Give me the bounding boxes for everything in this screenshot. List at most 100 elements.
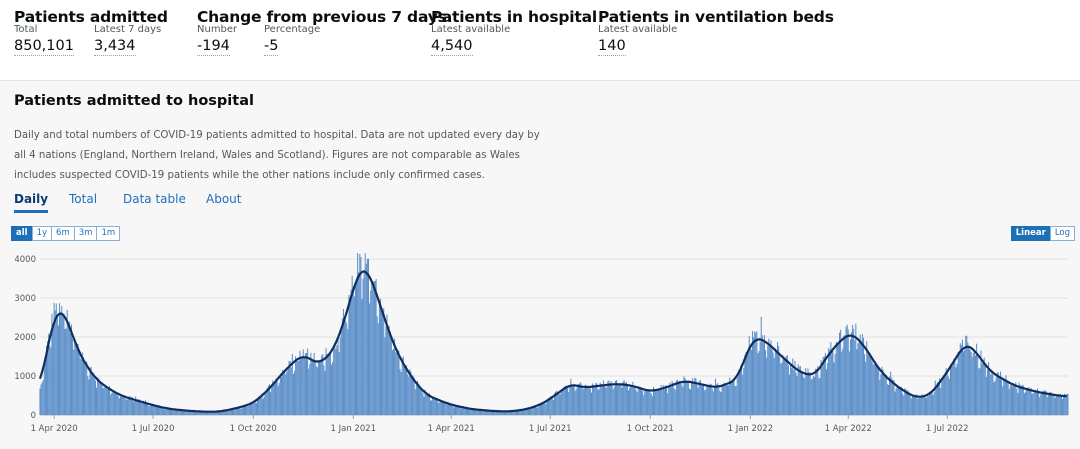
daily-bar xyxy=(153,405,155,415)
daily-bar xyxy=(810,379,812,415)
daily-bar xyxy=(836,344,838,415)
daily-bar xyxy=(410,371,412,415)
daily-bar xyxy=(118,398,120,415)
daily-bar xyxy=(421,388,423,415)
daily-bar xyxy=(993,382,995,415)
daily-bar xyxy=(731,380,733,415)
daily-bar xyxy=(432,396,434,415)
daily-bar xyxy=(65,328,67,415)
daily-bar xyxy=(839,332,841,415)
stat-value[interactable]: 850,101 xyxy=(14,38,74,56)
daily-bar xyxy=(745,352,747,415)
daily-bar xyxy=(805,368,807,415)
daily-bar xyxy=(49,345,51,415)
daily-bar xyxy=(657,390,659,415)
daily-bar xyxy=(899,388,901,415)
daily-bar xyxy=(812,375,814,415)
daily-bar xyxy=(623,380,625,415)
range-button-3m[interactable]: 3m xyxy=(73,226,98,241)
range-button-1m[interactable]: 1m xyxy=(96,226,121,241)
daily-bar xyxy=(698,381,700,415)
stat-value[interactable]: 140 xyxy=(598,38,626,56)
range-button-1y[interactable]: 1y xyxy=(31,226,53,241)
daily-bar xyxy=(617,385,619,415)
daily-bar xyxy=(319,361,321,415)
scale-button-log[interactable]: Log xyxy=(1049,226,1075,241)
daily-bar xyxy=(621,387,623,415)
daily-bar xyxy=(74,339,76,415)
daily-bar xyxy=(914,396,916,415)
stat-value[interactable]: 4,540 xyxy=(431,38,473,56)
daily-bar xyxy=(1017,392,1019,415)
daily-bar xyxy=(922,396,924,415)
daily-bar xyxy=(309,364,311,415)
daily-bar xyxy=(1005,375,1007,415)
daily-bar xyxy=(741,363,743,415)
daily-bar xyxy=(586,386,588,415)
tab-data-table[interactable]: Data table xyxy=(123,192,186,206)
daily-bar xyxy=(942,378,944,415)
range-button-6m[interactable]: 6m xyxy=(51,226,75,241)
daily-bar xyxy=(972,352,974,415)
daily-bar xyxy=(399,368,401,415)
scale-selector: Linear Log xyxy=(1010,226,1075,241)
daily-bar xyxy=(784,360,786,415)
x-tick-label: 1 Oct 2020 xyxy=(230,424,277,434)
daily-bar xyxy=(798,366,800,415)
daily-bar xyxy=(517,409,519,415)
daily-bar xyxy=(1018,382,1020,415)
daily-bar xyxy=(1040,394,1042,415)
daily-bar xyxy=(778,345,780,415)
daily-bar xyxy=(263,396,265,415)
stat-value[interactable]: -194 xyxy=(197,38,230,56)
daily-bar xyxy=(239,408,241,415)
daily-bar xyxy=(401,358,403,415)
daily-bar xyxy=(898,388,900,415)
daily-bar xyxy=(63,313,65,415)
daily-bar xyxy=(56,316,58,415)
daily-bar xyxy=(252,403,254,415)
daily-bar xyxy=(494,411,496,415)
daily-bar xyxy=(859,334,861,415)
daily-bar xyxy=(960,344,962,415)
tab-total[interactable]: Total xyxy=(69,192,98,206)
daily-bar xyxy=(593,385,595,415)
daily-bar xyxy=(595,382,597,415)
daily-bar xyxy=(354,286,356,415)
daily-bar xyxy=(324,370,326,415)
daily-bar xyxy=(982,363,984,415)
daily-bar xyxy=(443,401,445,415)
daily-bar xyxy=(806,375,808,415)
scale-button-linear[interactable]: Linear xyxy=(1010,226,1051,241)
daily-bar xyxy=(341,318,343,415)
daily-bar xyxy=(627,390,629,415)
daily-bar xyxy=(205,411,207,415)
daily-bar xyxy=(620,385,622,415)
stat-label: Latest available xyxy=(431,24,511,35)
daily-bar xyxy=(837,344,839,415)
daily-bar xyxy=(573,384,575,415)
daily-bar xyxy=(547,398,549,415)
daily-bar xyxy=(825,369,827,415)
daily-bar xyxy=(1021,384,1023,415)
daily-bar xyxy=(744,354,746,415)
daily-bar xyxy=(614,380,616,415)
daily-bar xyxy=(931,392,933,415)
tab-about[interactable]: About xyxy=(206,192,242,206)
tab-daily[interactable]: Daily xyxy=(14,192,49,213)
daily-bar xyxy=(757,353,759,415)
daily-bar xyxy=(321,355,323,415)
range-button-all[interactable]: all xyxy=(11,226,33,241)
stat-value[interactable]: 3,434 xyxy=(94,38,136,56)
card-title: Patients admitted to hospital xyxy=(14,93,254,109)
daily-bar xyxy=(125,399,127,415)
daily-bar xyxy=(75,342,77,415)
daily-bar xyxy=(115,392,117,415)
daily-bar xyxy=(1052,393,1054,415)
daily-bar xyxy=(357,253,359,415)
daily-bar xyxy=(606,387,608,415)
stat-value[interactable]: -5 xyxy=(264,38,279,56)
daily-bar xyxy=(370,290,372,415)
daily-bar xyxy=(945,368,947,415)
y-axis-ticks: 0 1000 2000 3000 4000 xyxy=(14,255,36,421)
